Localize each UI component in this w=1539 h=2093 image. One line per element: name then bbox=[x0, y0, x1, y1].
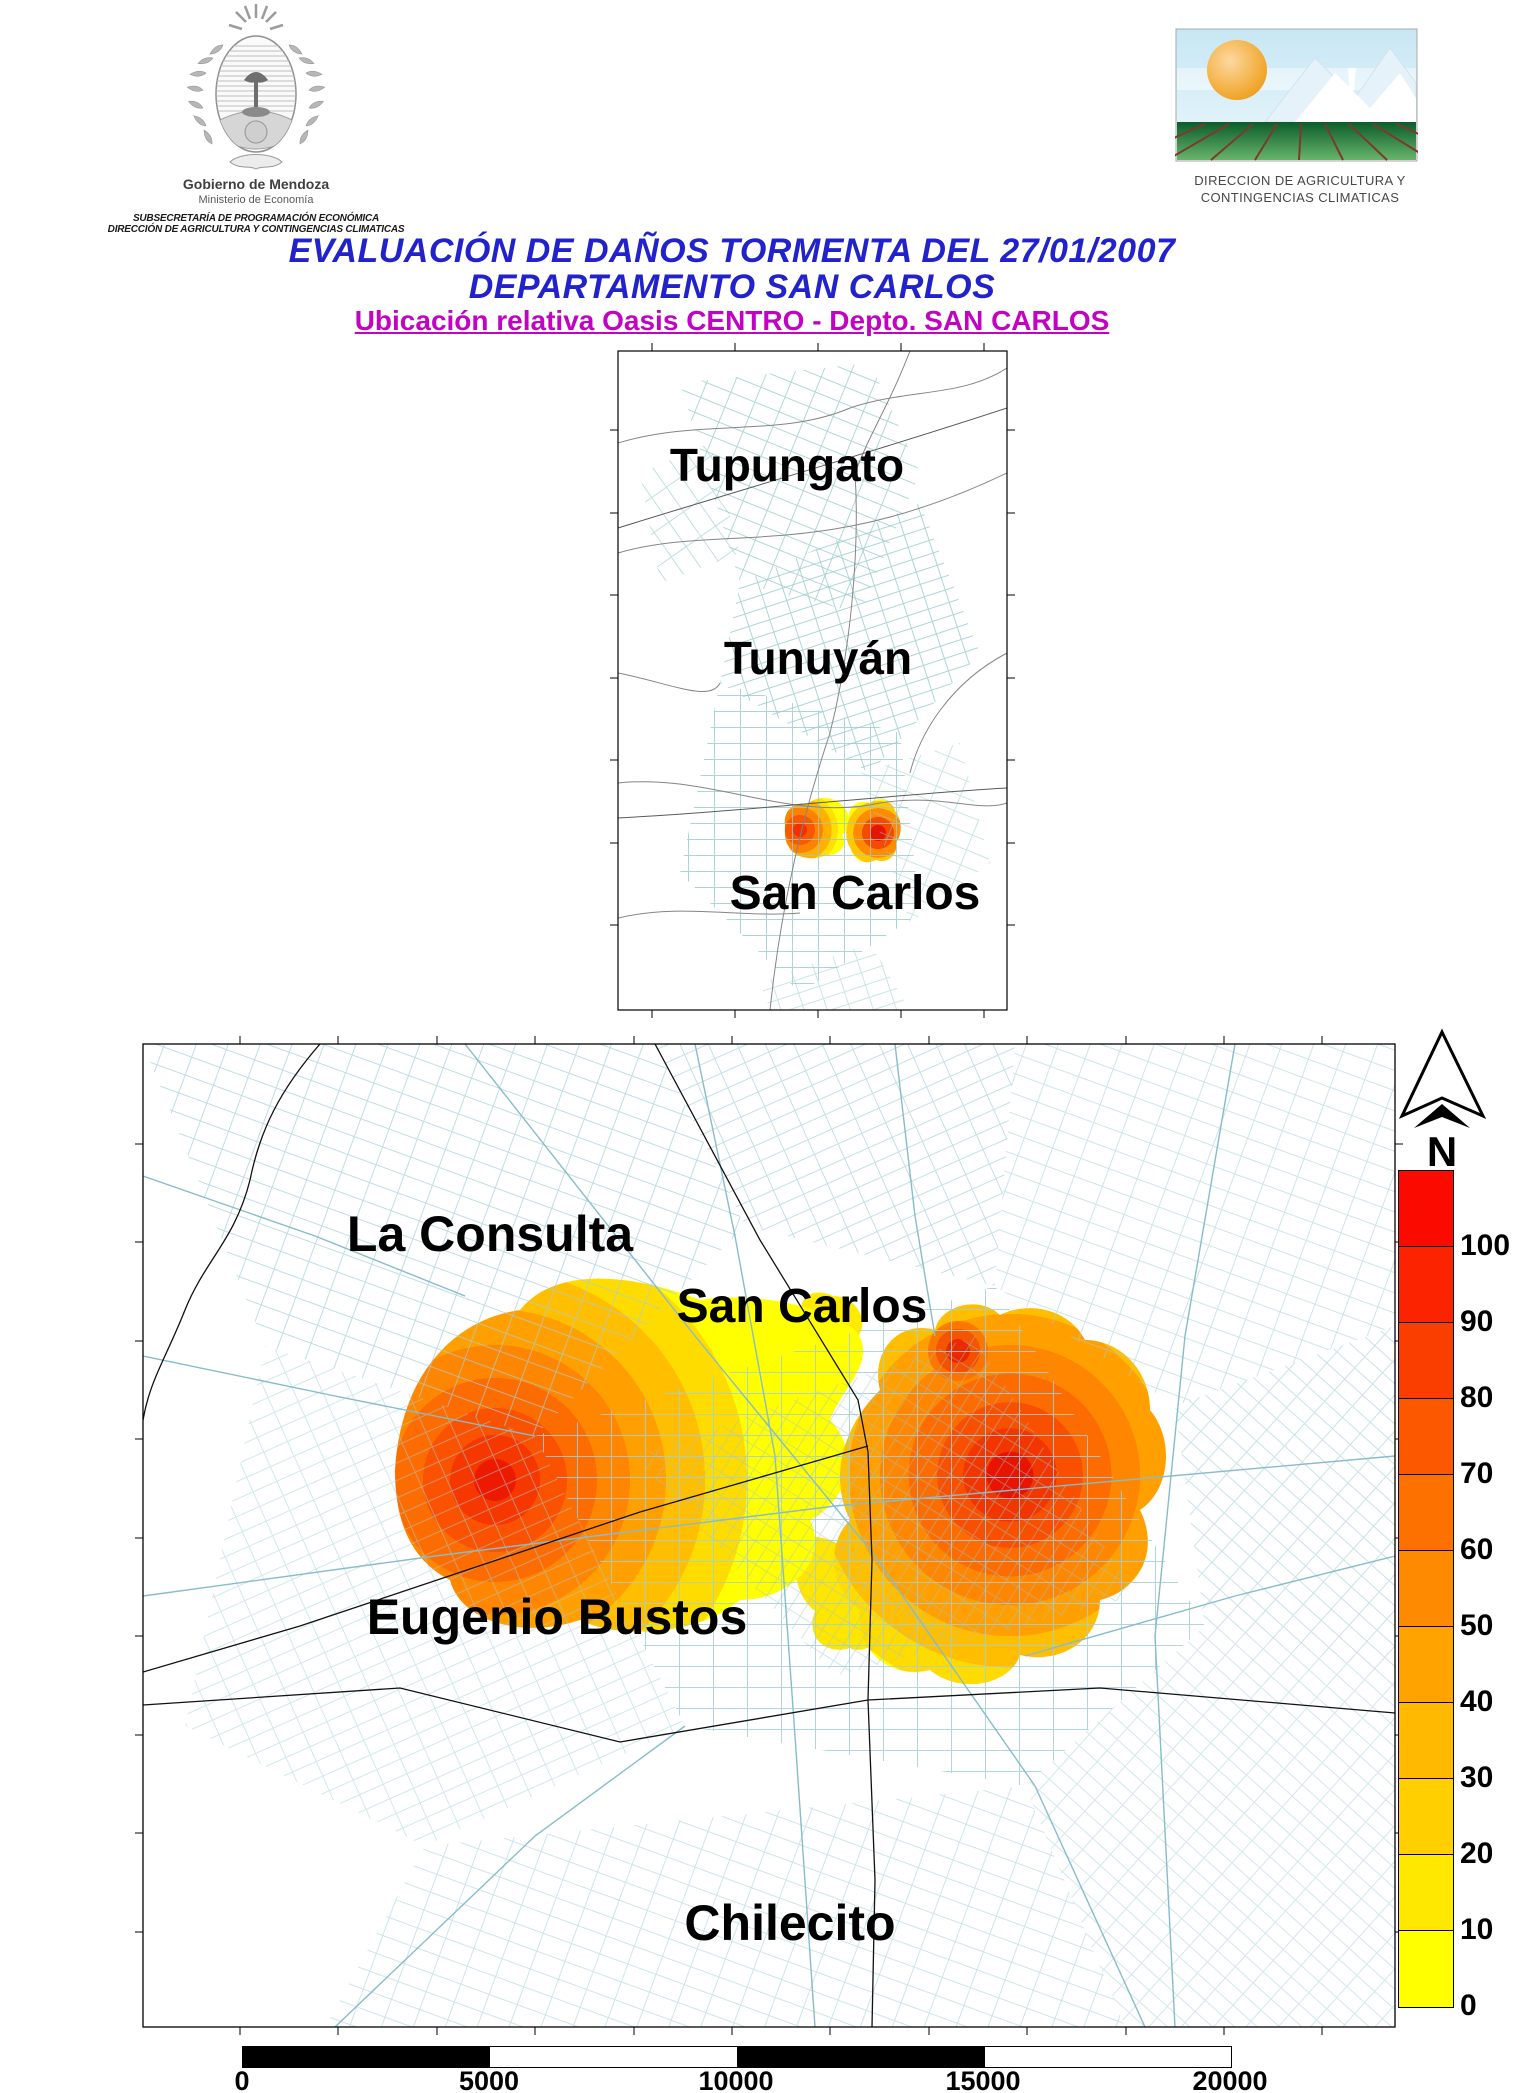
scale-label-0: 0 bbox=[234, 2066, 250, 2093]
scale-label-10000: 10000 bbox=[698, 2066, 774, 2093]
legend-seg bbox=[1399, 1475, 1453, 1551]
legend-seg bbox=[1399, 1779, 1453, 1855]
overview-boundaries bbox=[618, 407, 1007, 819]
mendoza-coat-of-arms-icon bbox=[186, 4, 326, 170]
legend-tick-100: 100 bbox=[1460, 1229, 1511, 1262]
legend-tick-20: 20 bbox=[1460, 1837, 1494, 1870]
gov-ministry: Ministerio de Economía bbox=[198, 194, 314, 206]
main-label-chilecito: Chilecito bbox=[684, 1895, 895, 1951]
main-label-eugenio-bustos: Eugenio Bustos bbox=[367, 1589, 748, 1645]
legend-seg bbox=[1399, 1703, 1453, 1779]
agency-text-block: DIRECCION DE AGRICULTURA Y CONTINGENCIAS… bbox=[1160, 172, 1440, 206]
agency-landscape-logo-icon bbox=[1175, 28, 1418, 162]
legend-tick-10: 10 bbox=[1460, 1913, 1494, 1946]
agency-line1: DIRECCION DE AGRICULTURA Y bbox=[1194, 173, 1406, 188]
overview-ticks bbox=[610, 343, 1015, 1018]
legend-tick-70: 70 bbox=[1460, 1457, 1494, 1490]
scale-bar-segment bbox=[737, 2047, 985, 2067]
north-label: N bbox=[1427, 1128, 1457, 1175]
legend-seg bbox=[1399, 1247, 1453, 1323]
main-label-la-consulta: La Consulta bbox=[347, 1206, 634, 1262]
overview-label-tunuyan: Tunuyán bbox=[724, 632, 912, 684]
legend-seg bbox=[1399, 1931, 1453, 2007]
overview-map: Tupungato Tunuyán San Carlos bbox=[610, 343, 1015, 1018]
legend-tick-60: 60 bbox=[1460, 1533, 1494, 1566]
scale-bar-segment bbox=[984, 2047, 1231, 2067]
scale-label-15000: 15000 bbox=[945, 2066, 1021, 2093]
scale-bar bbox=[242, 2046, 1232, 2068]
legend-tick-30: 30 bbox=[1460, 1761, 1494, 1794]
legend-seg bbox=[1399, 1551, 1453, 1627]
legend-seg bbox=[1399, 1627, 1453, 1703]
main-label-san-carlos: San Carlos bbox=[677, 1280, 928, 1333]
gov-text-block: Gobierno de Mendoza Ministerio de Econom… bbox=[96, 176, 416, 235]
legend-tick-80: 80 bbox=[1460, 1381, 1494, 1414]
overview-label-san-carlos: San Carlos bbox=[730, 867, 981, 920]
legend-seg bbox=[1399, 1399, 1453, 1475]
legend-color-bar bbox=[1398, 1170, 1454, 2008]
overview-label-tupungato: Tupungato bbox=[670, 439, 904, 491]
scale-label-5000: 5000 bbox=[458, 2066, 520, 2093]
north-arrow-icon: N bbox=[1398, 1028, 1487, 1175]
legend-seg bbox=[1399, 1323, 1453, 1399]
district-boundaries bbox=[143, 1044, 1395, 2027]
page-title-line1: EVALUACIÓN DE DAÑOS TORMENTA DEL 27/01/2… bbox=[288, 232, 1176, 270]
scale-bar-segment bbox=[490, 2047, 738, 2067]
legend-seg bbox=[1399, 1171, 1453, 1247]
legend-tick-40: 40 bbox=[1460, 1685, 1494, 1718]
overview-roads bbox=[618, 351, 1007, 1010]
page-title-line2: DEPARTAMENTO SAN CARLOS bbox=[468, 268, 996, 306]
gov-dept-line2: DIRECCIÓN DE AGRICULTURA Y CONTINGENCIAS… bbox=[107, 224, 405, 235]
scale-bar-segment bbox=[243, 2047, 491, 2067]
gov-dept-line1: SUBSECRETARÍA DE PROGRAMACIÓN ECONÓMICA bbox=[132, 213, 380, 224]
main-roads bbox=[143, 1044, 1395, 2027]
legend-tick-90: 90 bbox=[1460, 1305, 1494, 1338]
agency-line2: CONTINGENCIAS CLIMATICAS bbox=[1200, 190, 1400, 205]
scale-label-20000: 20000 bbox=[1192, 2066, 1268, 2093]
legend-seg bbox=[1399, 1855, 1453, 1931]
page-subtitle: Ubicación relativa Oasis CENTRO - Depto.… bbox=[354, 305, 1110, 336]
gov-title: Gobierno de Mendoza bbox=[182, 176, 330, 192]
legend-tick-0: 0 bbox=[1460, 1989, 1477, 2022]
legend-tick-50: 50 bbox=[1460, 1609, 1494, 1642]
main-map: La Consulta San Carlos Eugenio Bustos Ch… bbox=[135, 1036, 1403, 2035]
